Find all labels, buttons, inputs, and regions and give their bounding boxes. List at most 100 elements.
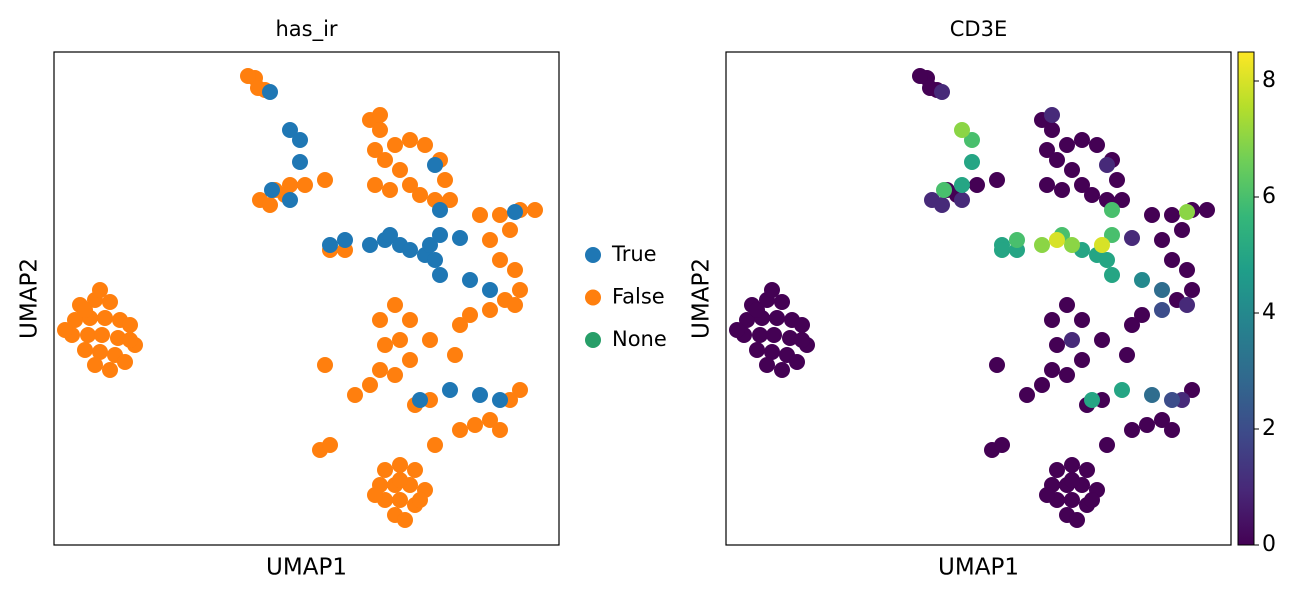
point xyxy=(407,462,423,478)
point xyxy=(1104,202,1120,218)
point xyxy=(372,362,388,378)
point xyxy=(427,437,443,453)
point xyxy=(1084,492,1100,508)
point xyxy=(122,317,138,333)
point xyxy=(1174,222,1190,238)
point xyxy=(377,462,393,478)
point xyxy=(117,354,133,370)
point xyxy=(492,207,508,223)
point xyxy=(1049,462,1065,478)
point xyxy=(1064,237,1080,253)
point xyxy=(402,312,418,328)
y-axis-label: UMAP2 xyxy=(17,258,43,339)
point xyxy=(1139,417,1155,433)
point xyxy=(1164,252,1180,268)
panel: has_ir UMAP1 UMAP2 True False None xyxy=(17,17,667,581)
y-axis-label: UMAP2 xyxy=(689,258,715,339)
point xyxy=(994,437,1010,453)
point xyxy=(766,327,782,343)
point xyxy=(994,242,1010,258)
point xyxy=(392,162,408,178)
point xyxy=(264,182,280,198)
point xyxy=(507,297,523,313)
point xyxy=(362,377,378,393)
point xyxy=(427,157,443,173)
colorbar-tick-label: 6 xyxy=(1262,184,1276,209)
point xyxy=(492,252,508,268)
point xyxy=(432,202,448,218)
point xyxy=(1064,457,1080,473)
point xyxy=(1124,317,1140,333)
point xyxy=(789,354,805,370)
point xyxy=(1164,422,1180,438)
point xyxy=(412,392,428,408)
point xyxy=(377,337,393,353)
point xyxy=(462,272,478,288)
point xyxy=(794,332,810,348)
point xyxy=(417,137,433,153)
point xyxy=(1094,237,1110,253)
point xyxy=(1074,177,1090,193)
point xyxy=(1179,297,1195,313)
panel-title: has_ir xyxy=(275,17,337,42)
point xyxy=(934,197,950,213)
point xyxy=(1064,162,1080,178)
point xyxy=(367,177,383,193)
point xyxy=(102,294,118,310)
point xyxy=(412,187,428,203)
point xyxy=(432,227,448,243)
point xyxy=(764,282,780,298)
point xyxy=(322,437,338,453)
point xyxy=(347,387,363,403)
point xyxy=(317,172,333,188)
point xyxy=(262,197,278,213)
point xyxy=(769,310,785,326)
point xyxy=(492,392,508,408)
point xyxy=(382,227,398,243)
point xyxy=(282,192,298,208)
point xyxy=(1064,472,1080,488)
points xyxy=(729,68,1215,528)
point xyxy=(1034,237,1050,253)
point xyxy=(1154,232,1170,248)
point xyxy=(1084,392,1100,408)
point xyxy=(1039,177,1055,193)
panel: CD3E UMAP1 UMAP2 0 2 4 6 8 xyxy=(689,17,1277,581)
point xyxy=(1074,352,1090,368)
point xyxy=(969,177,985,193)
point xyxy=(387,297,403,313)
colorbar-tick-label: 0 xyxy=(1262,532,1276,557)
point xyxy=(392,332,408,348)
point xyxy=(397,512,413,528)
point xyxy=(94,327,110,343)
point xyxy=(1039,487,1055,503)
point xyxy=(392,457,408,473)
point xyxy=(482,232,498,248)
point xyxy=(337,232,353,248)
point xyxy=(387,137,403,153)
colorbar-tick-label: 4 xyxy=(1262,300,1276,325)
point xyxy=(954,192,970,208)
point xyxy=(1119,347,1135,363)
point xyxy=(1184,282,1200,298)
point xyxy=(1109,172,1125,188)
point xyxy=(1054,182,1070,198)
point xyxy=(292,154,308,170)
point xyxy=(412,492,428,508)
point xyxy=(122,332,138,348)
point xyxy=(102,362,118,378)
point xyxy=(1059,297,1075,313)
point xyxy=(367,487,383,503)
point xyxy=(362,237,378,253)
point xyxy=(1124,230,1140,246)
point xyxy=(77,302,93,318)
point xyxy=(764,344,780,360)
point xyxy=(427,252,443,268)
point xyxy=(372,312,388,328)
point xyxy=(759,357,775,373)
point xyxy=(367,142,383,158)
point xyxy=(402,352,418,368)
point xyxy=(1114,382,1130,398)
point xyxy=(1089,137,1105,153)
